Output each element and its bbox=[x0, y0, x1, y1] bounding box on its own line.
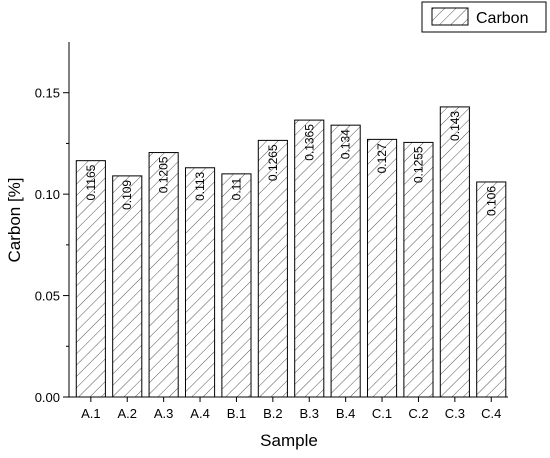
bar bbox=[184, 167, 216, 398]
x-tick-label: C.1 bbox=[372, 406, 392, 421]
legend-swatch bbox=[431, 7, 469, 26]
x-tick-label: B.1 bbox=[227, 406, 247, 421]
bar bbox=[148, 152, 179, 398]
bar bbox=[221, 173, 252, 398]
data-label: 0.1255 bbox=[411, 146, 425, 183]
y-tick-label: 0.10 bbox=[35, 187, 60, 202]
x-tick-label: C.3 bbox=[445, 406, 465, 421]
data-label: 0.109 bbox=[120, 180, 134, 210]
data-label: 0.1365 bbox=[302, 124, 316, 161]
x-tick-label: A.4 bbox=[190, 406, 210, 421]
data-label: 0.106 bbox=[484, 186, 498, 216]
x-axis-title: Sample bbox=[260, 431, 318, 450]
data-label: 0.134 bbox=[339, 129, 353, 159]
x-tick-label: C.4 bbox=[481, 406, 501, 421]
x-tick-label: B.2 bbox=[263, 406, 283, 421]
bar bbox=[75, 160, 106, 398]
bar bbox=[294, 119, 325, 398]
x-tick-label: A.2 bbox=[117, 406, 137, 421]
x-tick-label: C.2 bbox=[408, 406, 428, 421]
plot-area: 0.1165 0.109 0.1205 0.113 0.11 0.1265 0.1365 0.… bbox=[75, 106, 507, 398]
x-tick-label: A.3 bbox=[154, 406, 174, 421]
data-label: 0.1165 bbox=[84, 164, 98, 200]
bar bbox=[439, 106, 470, 398]
y-axis-title: Carbon [%] bbox=[5, 177, 24, 262]
data-label: 0.1205 bbox=[157, 156, 171, 193]
x-tick-label: B.4 bbox=[336, 406, 356, 421]
bar bbox=[366, 138, 398, 398]
x-tick-label: B.3 bbox=[299, 406, 319, 421]
legend: Carbon bbox=[421, 1, 547, 33]
bar bbox=[330, 124, 361, 398]
x-axis-ticks: A.1 A.2 A.3 A.4 B.1 B.2 B.3 B.4 C.1 C.2 C.3 C.4 bbox=[81, 397, 501, 421]
data-label: 0.127 bbox=[375, 143, 389, 173]
y-tick-label: 0.15 bbox=[35, 86, 60, 101]
x-tick-label: A.1 bbox=[81, 406, 101, 421]
y-tick-label: 0.05 bbox=[35, 289, 60, 304]
y-axis-ticks: 0.00 0.05 0.10 0.15 bbox=[35, 86, 69, 405]
data-label: 0.143 bbox=[448, 111, 462, 141]
data-label: 0.1265 bbox=[266, 144, 280, 181]
y-tick-label: 0.00 bbox=[35, 390, 60, 405]
data-label: 0.11 bbox=[229, 178, 243, 201]
data-label: 0.113 bbox=[193, 171, 207, 200]
bar bbox=[112, 175, 143, 398]
bar bbox=[476, 181, 507, 398]
legend-label: Carbon bbox=[476, 10, 528, 27]
